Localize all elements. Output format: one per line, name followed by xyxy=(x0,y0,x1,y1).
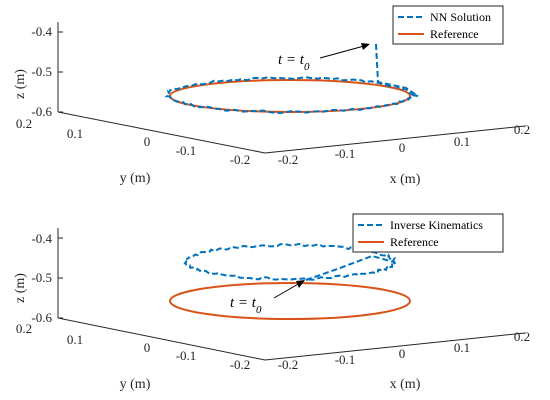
legend-label-reference: Reference xyxy=(390,235,439,249)
bottom-x-tick-label: 0.2 xyxy=(514,329,530,344)
bottom-x-tick-label: -0.1 xyxy=(335,352,356,367)
top-plot: -0.4 -0.5 -0.6 z (m) 0.2 0.1 0 -0.1 -0.2… xyxy=(13,5,530,187)
bottom-z-ticks: -0.4 -0.5 -0.6 xyxy=(31,231,63,325)
bottom-z-axis-label: z (m) xyxy=(13,273,28,303)
bottom-annotation-arrowhead xyxy=(296,280,305,288)
bottom-x-ticks: -0.2 -0.1 0 0.1 0.2 xyxy=(278,329,530,372)
top-nn-solution-line xyxy=(164,43,419,115)
top-y-tick-label: 0 xyxy=(144,134,151,149)
top-reference-line xyxy=(169,79,411,113)
legend-label-ik: Inverse Kinematics xyxy=(390,218,483,232)
top-x-tick-label: 0.2 xyxy=(514,122,530,137)
bottom-inverse-kinematics-line xyxy=(183,242,397,281)
top-x-ticks: -0.2 -0.1 0 0.1 0.2 xyxy=(278,122,530,167)
top-y-ticks: 0.2 0.1 0 -0.1 -0.2 xyxy=(16,116,250,167)
bottom-y-axis-line xyxy=(57,317,266,361)
bottom-y-tick-label: 0.1 xyxy=(67,332,83,347)
top-annotation-arrow xyxy=(319,45,365,59)
bottom-x-tick-label: 0.1 xyxy=(454,340,470,355)
top-z-axis-label: z (m) xyxy=(13,69,28,99)
bottom-annotation-arrow xyxy=(273,282,301,299)
bottom-x-tick-label: 0 xyxy=(399,346,406,361)
bottom-x-tick-label: -0.2 xyxy=(278,357,299,372)
top-y-axis-line xyxy=(57,111,266,154)
top-y-tick-label: -0.2 xyxy=(230,152,251,167)
bottom-z-tick-label: -0.4 xyxy=(31,231,52,246)
top-z-ticks: -0.4 -0.5 -0.6 xyxy=(31,24,63,119)
bottom-reference-line xyxy=(169,282,411,320)
bottom-x-axis-label: x (m) xyxy=(390,377,421,392)
top-z-tick-label: -0.6 xyxy=(31,104,52,119)
top-z-tick-label: -0.4 xyxy=(31,24,52,39)
top-x-axis-line xyxy=(264,125,526,154)
bottom-x-axis-line xyxy=(264,332,526,361)
top-annotation-arrowhead xyxy=(361,43,370,50)
legend-label-reference: Reference xyxy=(430,27,479,41)
bottom-z-tick-label: -0.5 xyxy=(31,270,52,285)
bottom-z-tick-label: -0.6 xyxy=(31,310,52,325)
top-x-tick-label: 0.1 xyxy=(454,134,470,149)
top-y-tick-label: -0.1 xyxy=(176,143,197,158)
bottom-legend: Inverse Kinematics Reference xyxy=(352,213,504,253)
bottom-annotation: t = t0 xyxy=(230,295,262,316)
bottom-y-tick-label: 0 xyxy=(144,340,151,355)
top-x-tick-label: -0.1 xyxy=(335,146,356,161)
bottom-y-tick-label: 0.2 xyxy=(16,321,32,336)
bottom-y-tick-label: -0.1 xyxy=(176,348,197,363)
top-y-tick-label: 0.2 xyxy=(16,116,32,131)
legend-label-nn: NN Solution xyxy=(430,10,491,24)
bottom-y-tick-label: -0.2 xyxy=(230,357,251,372)
bottom-y-ticks: 0.2 0.1 0 -0.1 -0.2 xyxy=(16,321,250,372)
top-y-axis-label: y (m) xyxy=(120,171,151,186)
top-x-tick-label: -0.2 xyxy=(278,152,299,167)
bottom-y-axis-label: y (m) xyxy=(120,377,151,392)
top-x-tick-label: 0 xyxy=(399,140,406,155)
bottom-plot: -0.4 -0.5 -0.6 z (m) 0.2 0.1 0 -0.1 -0.2… xyxy=(13,213,530,392)
top-y-tick-label: 0.1 xyxy=(67,126,83,141)
top-legend: NN Solution Reference xyxy=(392,5,504,45)
top-annotation: t = t0 xyxy=(278,52,310,73)
top-z-tick-label: -0.5 xyxy=(31,64,52,79)
top-x-axis-label: x (m) xyxy=(390,172,421,187)
